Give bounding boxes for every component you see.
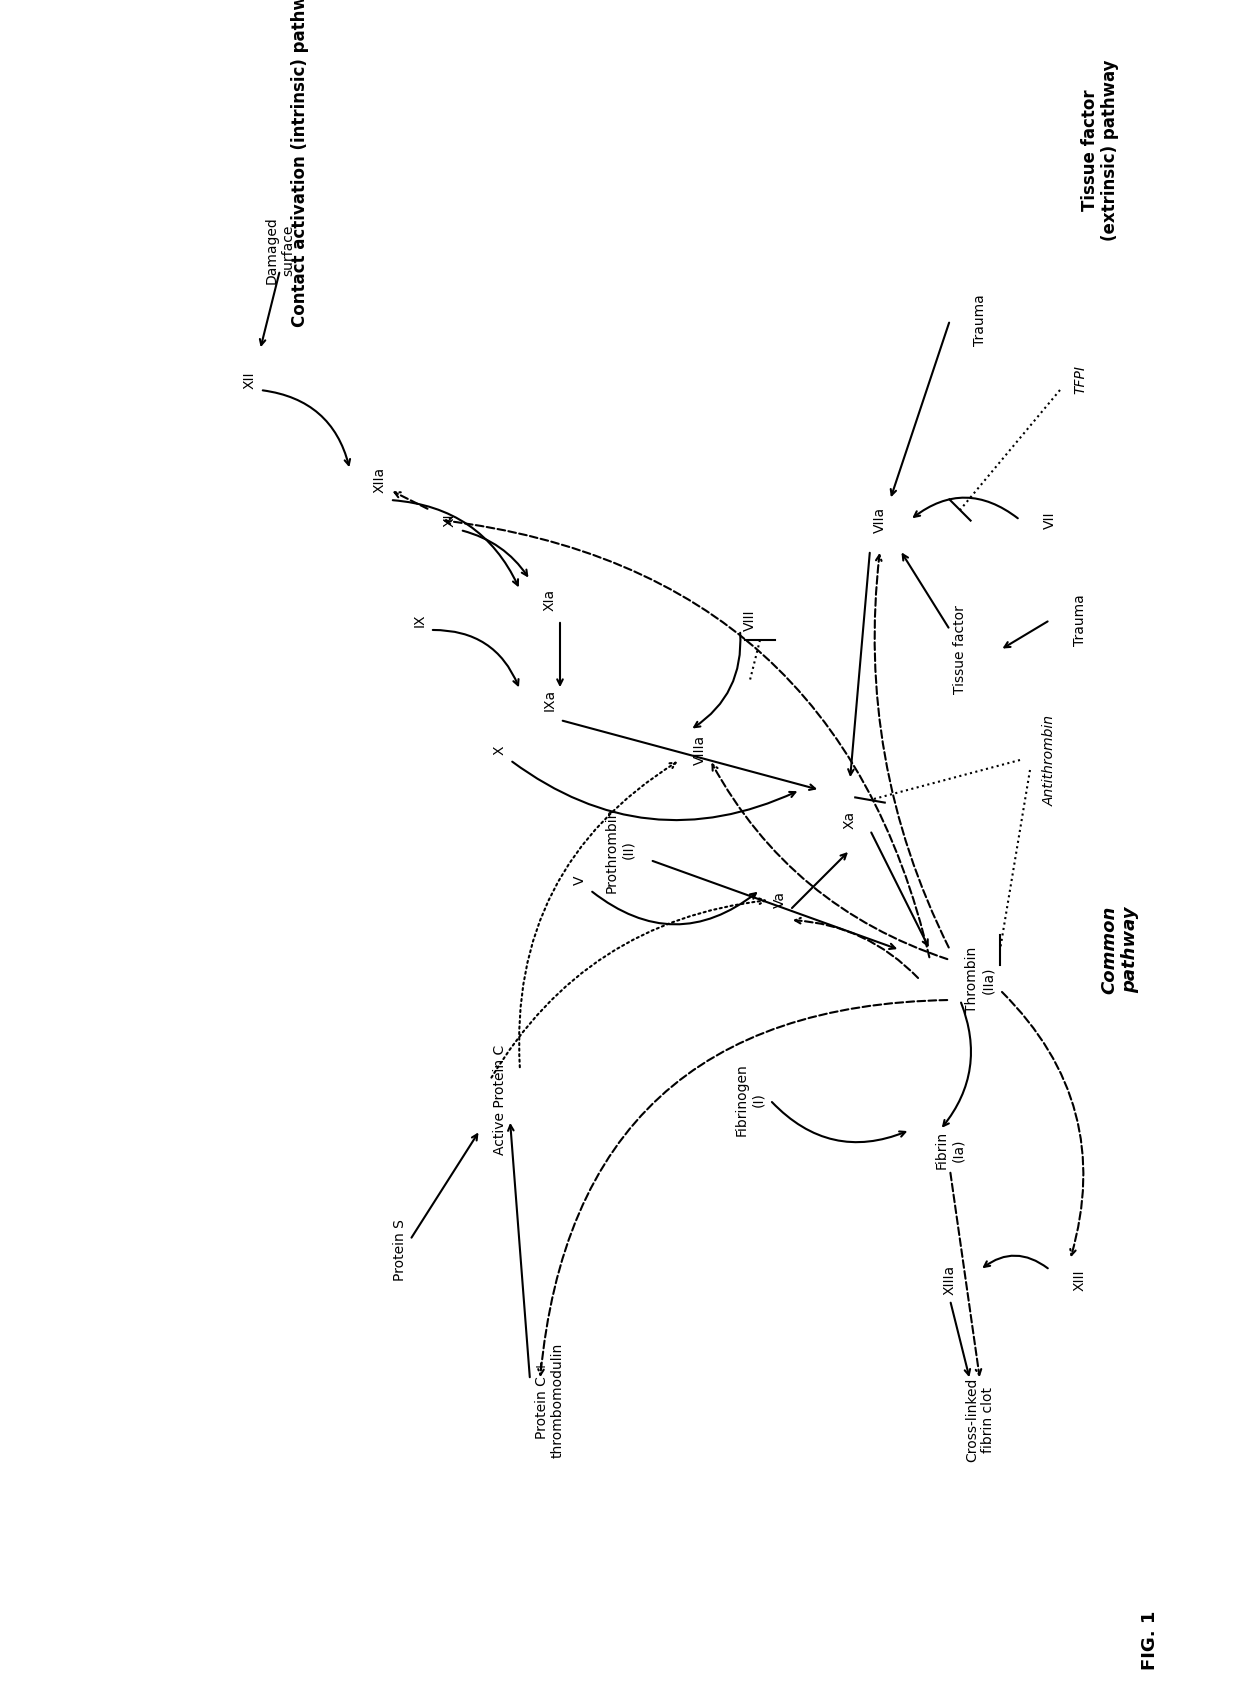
Text: Prothrombin
(II): Prothrombin (II): [605, 807, 635, 893]
Text: XIII: XIII: [1073, 1270, 1087, 1290]
Text: XIa: XIa: [543, 589, 557, 611]
Text: Trauma: Trauma: [973, 295, 987, 345]
Text: FIG. 1: FIG. 1: [1141, 1610, 1159, 1671]
Text: Tissue factor: Tissue factor: [954, 606, 967, 694]
Text: IX: IX: [413, 613, 427, 626]
Text: Trauma: Trauma: [1073, 594, 1087, 647]
Text: X: X: [494, 746, 507, 754]
Text: Protein C +
thrombomodulin: Protein C + thrombomodulin: [534, 1342, 565, 1458]
Text: Active Protein C: Active Protein C: [494, 1044, 507, 1155]
Text: VII: VII: [1043, 512, 1056, 529]
Text: Va: Va: [773, 891, 787, 908]
Text: IXa: IXa: [543, 689, 557, 711]
Text: Damaged
surface: Damaged surface: [265, 216, 295, 285]
Text: Antithrombin: Antithrombin: [1043, 714, 1056, 805]
Text: Fibrinogen
(I): Fibrinogen (I): [735, 1064, 765, 1137]
Text: Thrombin
(IIa): Thrombin (IIa): [965, 946, 996, 1014]
Text: Common
pathway: Common pathway: [1101, 906, 1140, 994]
Text: Cross-linked
fibrin clot: Cross-linked fibrin clot: [965, 1378, 996, 1462]
Text: Contact activation (intrinsic) pathway: Contact activation (intrinsic) pathway: [291, 0, 309, 327]
Text: XI: XI: [443, 514, 458, 527]
Text: XII: XII: [243, 370, 257, 389]
Text: Protein S: Protein S: [393, 1219, 407, 1282]
Text: V: V: [573, 876, 587, 884]
Text: Xa: Xa: [843, 812, 857, 829]
Text: Fibrin
(Ia): Fibrin (Ia): [935, 1132, 965, 1169]
Text: XIIIa: XIIIa: [942, 1265, 957, 1295]
Text: VIIa: VIIa: [873, 507, 887, 534]
Text: VIIIa: VIIIa: [693, 734, 707, 765]
Text: Tissue factor
(extrinsic) pathway: Tissue factor (extrinsic) pathway: [1080, 59, 1120, 241]
Text: XIIa: XIIa: [373, 466, 387, 493]
Text: VIII: VIII: [743, 610, 756, 632]
Text: TFPI: TFPI: [1073, 365, 1087, 394]
